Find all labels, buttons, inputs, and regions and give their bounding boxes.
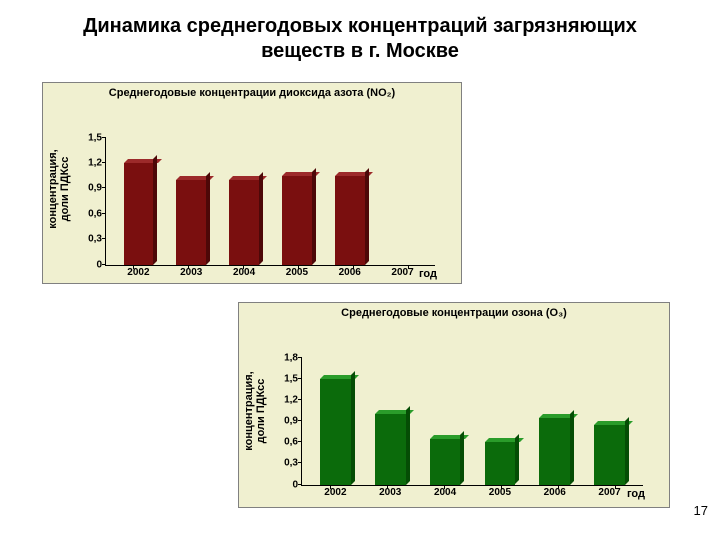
chart-no2-xlabels: 200220032004200520062007 xyxy=(106,265,435,278)
bar xyxy=(375,414,406,485)
bar xyxy=(176,180,206,265)
chart-o3-plot: 200220032004200520062007 00,30,60,91,21,… xyxy=(301,358,643,486)
ylabel-line1: концентрация, xyxy=(47,149,59,228)
ytick-label: 0 xyxy=(292,479,302,490)
bar xyxy=(282,176,312,265)
ytick-label: 1,2 xyxy=(284,394,302,405)
chart-o3-ylabel: концентрация, доли ПДКсс xyxy=(243,371,267,450)
ytick-label: 1,8 xyxy=(284,352,302,363)
ytick-label: 0,9 xyxy=(284,416,302,427)
ytick-label: 0,9 xyxy=(88,183,106,194)
chart-no2-bars xyxy=(106,138,435,265)
xtick-label: 2005 xyxy=(270,267,323,278)
ytick-label: 1,5 xyxy=(88,132,106,143)
ytick-label: 1,2 xyxy=(88,158,106,169)
xtick-label: 2003 xyxy=(363,487,418,498)
chart-o3-bars xyxy=(302,358,643,485)
chart-o3-panel: Среднегодовые концентрации озона (O₃) ко… xyxy=(238,302,670,508)
bar xyxy=(539,418,570,485)
xtick-label: 2002 xyxy=(308,487,363,498)
ytick-label: 0,6 xyxy=(88,208,106,219)
bar xyxy=(229,180,259,265)
bar xyxy=(430,439,461,485)
bar xyxy=(335,176,365,265)
ytick-label: 0 xyxy=(96,259,106,270)
chart-o3-title: Среднегодовые концентрации озона (O₃) xyxy=(239,303,669,322)
xtick-label: 2003 xyxy=(165,267,218,278)
ytick-label: 0,6 xyxy=(284,437,302,448)
xtick-label: 2002 xyxy=(112,267,165,278)
chart-no2-title: Среднегодовые концентрации диоксида азот… xyxy=(43,83,461,102)
bar xyxy=(320,379,351,485)
chart-no2-plot: 200220032004200520062007 00,30,60,91,21,… xyxy=(105,138,435,266)
ylabel-line1: концентрация, xyxy=(243,371,255,450)
page-number: 17 xyxy=(694,503,708,518)
bar xyxy=(485,442,516,484)
xtick-label: 2006 xyxy=(527,487,582,498)
ylabel-line2: доли ПДКсс xyxy=(255,378,267,443)
ytick-label: 0,3 xyxy=(284,458,302,469)
xtick-label: 2006 xyxy=(323,267,376,278)
chart-o3-xaxis-label: год xyxy=(627,488,645,500)
chart-o3-xlabels: 200220032004200520062007 xyxy=(302,485,643,498)
ytick-label: 1,5 xyxy=(284,373,302,384)
chart-no2-ylabel: концентрация, доли ПДКсс xyxy=(47,149,71,228)
slide-title: Динамика среднегодовых концентраций загр… xyxy=(0,0,720,68)
bar xyxy=(594,425,625,485)
chart-no2-panel: Среднегодовые концентрации диоксида азот… xyxy=(42,82,462,284)
ytick-label: 0,3 xyxy=(88,234,106,245)
ylabel-line2: доли ПДКсс xyxy=(59,156,71,221)
chart-no2-xaxis-label: год xyxy=(419,268,437,280)
bar xyxy=(124,163,154,265)
xtick-label: 2005 xyxy=(472,487,527,498)
